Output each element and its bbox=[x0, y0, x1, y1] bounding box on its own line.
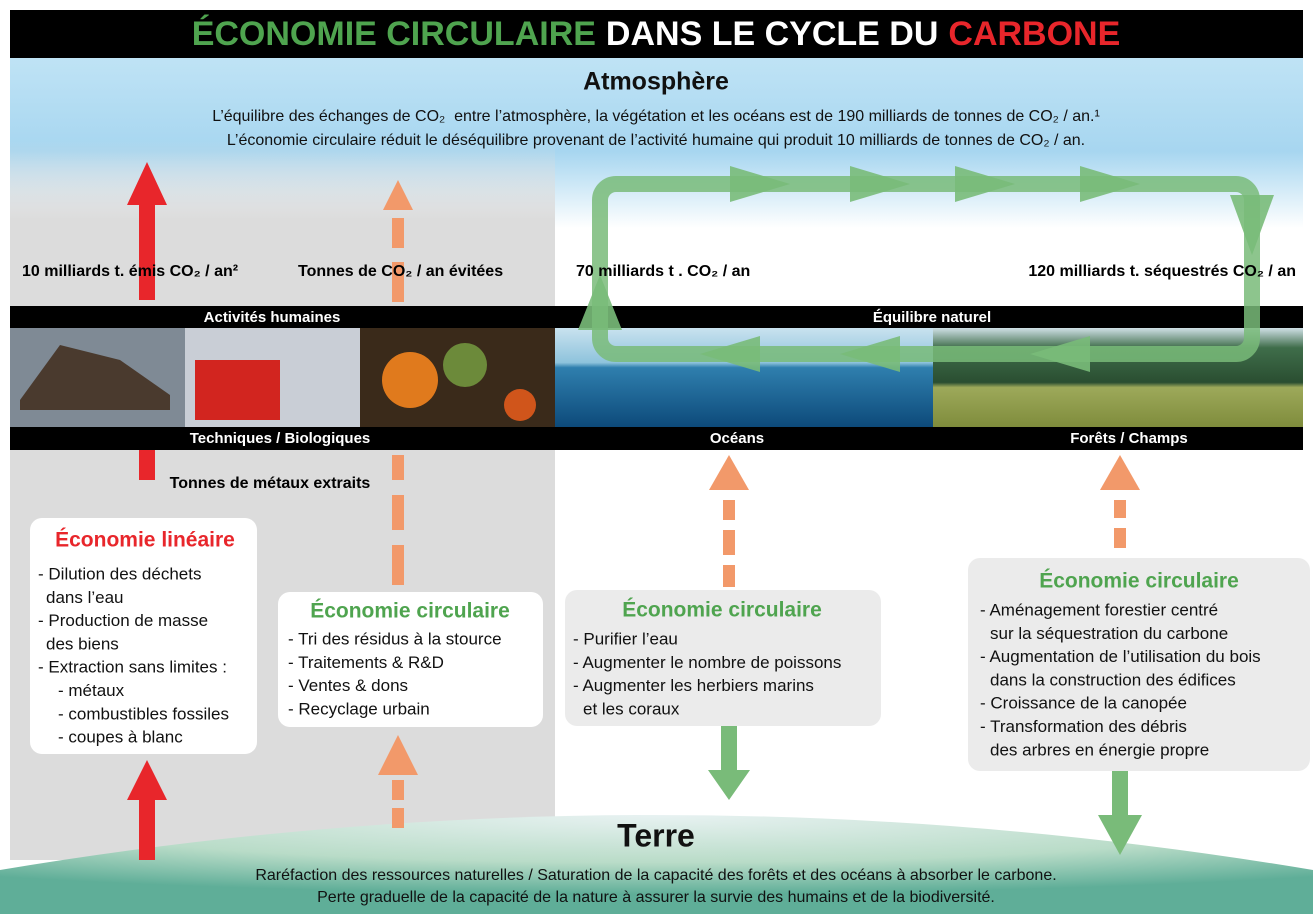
title-green: ÉCONOMIE CIRCULAIRE bbox=[192, 15, 596, 53]
flow-label: 120 milliards t. séquestrés CO₂ / an bbox=[1028, 263, 1296, 280]
dash bbox=[1114, 528, 1126, 548]
gray-fade bbox=[10, 140, 555, 220]
dash bbox=[392, 808, 404, 828]
page: Cycle du carbone {"title": {"green": "ÉC… bbox=[0, 0, 1313, 914]
atmosphere-line: L’équilibre des échanges de CO₂ entre l’… bbox=[212, 108, 1100, 125]
flow-label: 70 milliards t . CO₂ / an bbox=[576, 263, 750, 280]
box-item: - Augmenter les herbiers marins bbox=[573, 676, 814, 695]
earth-line: Perte graduelle de la capacité de la nat… bbox=[317, 889, 995, 906]
title: ÉCONOMIE CIRCULAIRE DANS LE CYCLE DU CARBO… bbox=[192, 15, 1121, 53]
body: ÉCONOMIE CIRCULAIRE DANS LE CYCLE DU CARBO… bbox=[0, 0, 1313, 914]
box-item: des biens bbox=[46, 634, 119, 653]
title-white: DANS LE CYCLE DU bbox=[606, 15, 938, 53]
band-label: Océans bbox=[710, 430, 764, 447]
box-item: des arbres en énergie propre bbox=[990, 740, 1209, 759]
dash bbox=[723, 565, 735, 587]
box-item: - Recyclage urbain bbox=[288, 699, 430, 718]
dash bbox=[392, 780, 404, 800]
box-title: Économie circulaire bbox=[622, 599, 822, 622]
box-title: Économie linéaire bbox=[55, 529, 235, 552]
box-item: - Tri des résidus à la stource bbox=[288, 629, 502, 648]
band-label: Forêts / Champs bbox=[1070, 430, 1188, 447]
box-item: - Extraction sans limites : bbox=[38, 658, 227, 677]
dash bbox=[1114, 500, 1126, 518]
dash bbox=[392, 495, 404, 530]
image-squash bbox=[504, 389, 536, 421]
box-item: - Augmenter le nombre de poissons bbox=[573, 653, 841, 672]
atmosphere-line: L’économie circulaire réduit le déséquil… bbox=[227, 132, 1085, 149]
box-item: sur la séquestration du carbone bbox=[990, 624, 1228, 643]
flow-label: 10 milliards t. émis CO₂ / an² bbox=[22, 263, 238, 280]
box-item: - Dilution des déchets bbox=[38, 564, 201, 583]
dash bbox=[723, 500, 735, 520]
box-item: - Transformation des débris bbox=[980, 717, 1187, 736]
band-label: Équilibre naturel bbox=[873, 309, 991, 326]
box-item: - Traitements & R&D bbox=[288, 653, 444, 672]
box-item: - Production de masse bbox=[38, 611, 208, 630]
box-item: - combustibles fossiles bbox=[58, 704, 229, 723]
earth-line: Raréfaction des ressources naturelles / … bbox=[255, 867, 1056, 884]
dash bbox=[723, 530, 735, 555]
box-item: - Augmentation de l’utilisation du bois bbox=[980, 647, 1261, 666]
dash bbox=[392, 545, 404, 585]
diagram: ÉCONOMIE CIRCULAIRE DANS LE CYCLE DU CARBO… bbox=[0, 0, 1313, 914]
atmosphere-heading: Atmosphère bbox=[583, 68, 729, 96]
dash bbox=[392, 218, 404, 248]
box-title: Économie circulaire bbox=[310, 600, 510, 623]
arrow-shaft bbox=[139, 450, 155, 480]
box-item: - Croissance de la canopée bbox=[980, 694, 1187, 713]
title-red: CARBONE bbox=[948, 15, 1120, 53]
band-label: Techniques / Biologiques bbox=[190, 430, 371, 447]
box-item: - métaux bbox=[58, 681, 125, 700]
dash bbox=[392, 455, 404, 480]
band-label: Activités humaines bbox=[204, 309, 341, 326]
flow-label: Tonnes de CO₂ / an évitées bbox=[298, 263, 503, 280]
box-item: et les coraux bbox=[583, 699, 680, 718]
image-building-red bbox=[195, 360, 280, 420]
box-item: - Purifier l’eau bbox=[573, 629, 678, 648]
box-item: - Ventes & dons bbox=[288, 676, 408, 695]
box-title: Économie circulaire bbox=[1039, 570, 1239, 593]
image-cabbage bbox=[443, 343, 487, 387]
box-item: - coupes à blanc bbox=[58, 728, 183, 747]
box-item: dans la construction des édifices bbox=[990, 670, 1236, 689]
box-item: - Aménagement forestier centré bbox=[980, 600, 1218, 619]
flow-label: Tonnes de métaux extraits bbox=[170, 475, 371, 492]
earth-heading: Terre bbox=[617, 817, 695, 853]
image-pumpkin bbox=[382, 352, 438, 408]
box-item: dans l’eau bbox=[46, 588, 124, 607]
